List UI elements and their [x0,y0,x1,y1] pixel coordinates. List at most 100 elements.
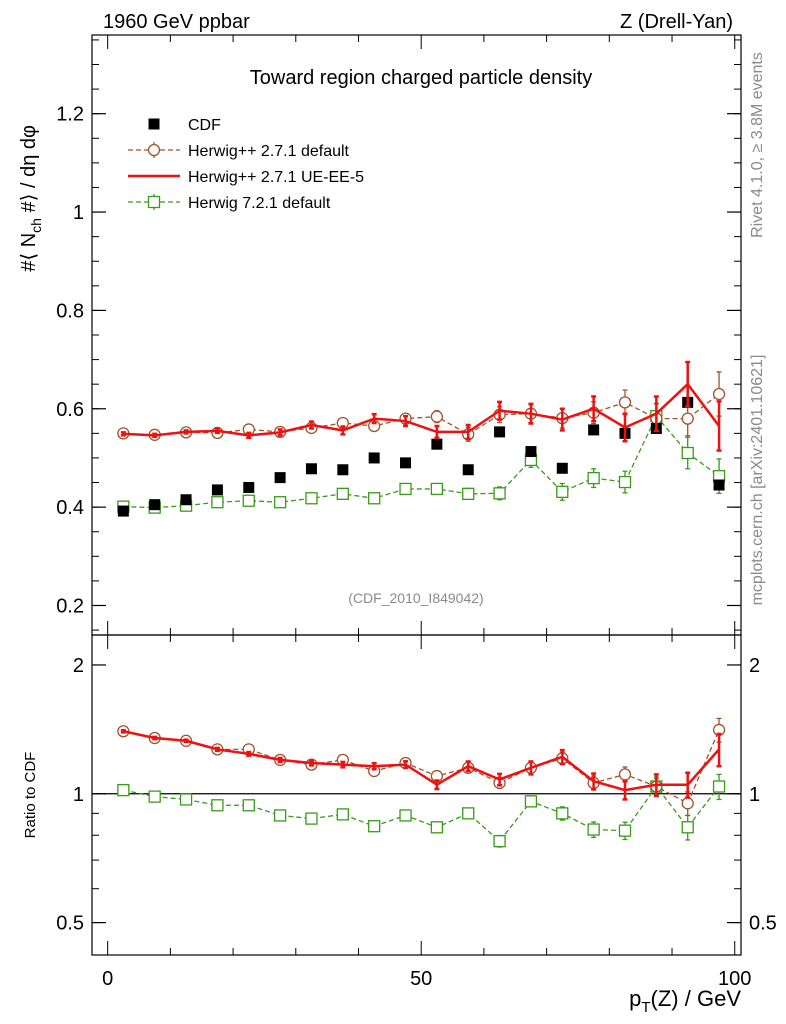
data-point [305,492,318,505]
ratio-tick-label-right: 1 [749,784,760,806]
data-point [462,464,474,476]
data-point [681,446,694,460]
header-left: 1960 GeV ppbar [103,11,250,33]
series-herwig_ueee5 [120,360,722,452]
data-point [337,464,349,476]
legend-label: Herwig++ 2.7.1 UE-EE-5 [188,169,364,186]
data-point [618,768,632,781]
data-point [117,783,130,797]
legend-entry-herwig7: Herwig 7.2.1 default [128,194,331,212]
data-point [556,485,569,499]
data-point [273,809,287,822]
data-point [493,487,506,500]
series-herwig_ueee5 [120,728,722,801]
legend-label: Herwig 7.2.1 default [188,195,331,212]
data-point [368,492,381,505]
data-point [712,780,726,793]
data-point [179,793,193,806]
y-tick-label: 0.2 [56,595,84,617]
chart-title: Toward region charged particle density [250,67,592,89]
ratio-tick-label-right: 2 [749,655,760,677]
series-herwig_default [117,717,726,817]
series-cdf [117,396,725,517]
data-point [525,446,537,458]
y-tick-label: 1.2 [56,104,84,126]
data-point [243,481,255,493]
data-point [618,475,632,489]
main-ylabel: #⟨ Nch #⟩ / dη dφ [18,125,44,272]
ratio-tick-label-left: 2 [73,655,84,677]
x-tick-label: 0 [102,968,113,990]
data-point [211,799,224,812]
data-point [588,424,600,436]
data-point [712,387,726,401]
data-point [618,396,632,409]
main-panel: Toward region charged particle density (… [18,35,741,635]
legend-label: CDF [188,117,221,134]
legend-entry-herwig_default: Herwig++ 2.7.1 default [128,142,350,160]
data-point [242,799,255,812]
mcplots-label: mcplots.cern.ch [arXiv:2401.10621] [749,355,766,606]
series-line-herwig_ueee5 [123,382,721,437]
legend: CDF Herwig++ 2.7.1 default Herwig++ 2.7.1 … [128,117,364,212]
data-point [430,410,444,423]
series-line-herwig_ueee5 [123,730,720,792]
legend-entry-herwig_ueee5: Herwig++ 2.7.1 UE-EE-5 [128,169,364,186]
ratio-tick-label-left: 0.5 [56,913,84,935]
watermark: (CDF_2010_I849042) [348,590,483,606]
series-herwig7 [117,402,726,514]
data-point [336,487,349,501]
rivet-label: Rivet 4.1.0, ≥ 3.8M events [749,52,766,238]
data-point [274,472,286,484]
data-point [117,505,129,517]
data-point [462,487,475,501]
ratio-ylabel: Ratio to CDF [22,752,39,839]
ratio-frame [91,634,742,956]
data-point [305,812,318,825]
data-point [587,823,600,836]
legend-marker [148,118,160,130]
data-point [462,807,475,820]
data-point [430,821,444,834]
legend-entry-cdf: CDF [148,117,221,134]
series-line-herwig_default [123,729,720,805]
data-point [556,462,568,474]
data-point [336,808,349,821]
svg-text:#⟨ Nch #⟩ / dη dφ: #⟨ Nch #⟩ / dη dφ [18,125,44,272]
data-point [556,807,569,820]
ratio-tick-label-left: 1 [73,784,84,806]
data-point [273,496,287,509]
data-point [494,426,506,438]
y-tick-label: 0.6 [56,399,84,421]
data-point [681,797,694,810]
data-point [368,452,380,464]
x-tick-label: 100 [718,968,751,990]
data-point [430,482,444,496]
data-point [180,494,192,506]
legend-marker [147,195,161,209]
legend-marker [147,143,161,157]
header-right: Z (Drell-Yan) [620,11,733,33]
data-point [681,821,694,834]
data-point [399,809,412,822]
data-point [148,790,161,803]
data-point [149,499,161,511]
data-point [211,496,224,509]
x-axis-label: pT(Z) / GeV [629,986,741,1016]
data-point [211,484,223,496]
data-point [400,457,412,469]
legend-label: Herwig++ 2.7.1 default [188,143,350,160]
series-herwig7 [117,773,726,848]
y-tick-label: 0.8 [56,300,84,322]
data-point [242,494,255,507]
data-point [524,795,538,808]
data-point [399,482,412,496]
data-point [368,820,381,833]
data-point [681,412,694,425]
data-point [493,835,506,848]
data-point [713,479,725,491]
x-tick-label: 50 [410,968,432,990]
data-point [587,471,600,485]
y-tick-label: 0.4 [56,497,84,519]
